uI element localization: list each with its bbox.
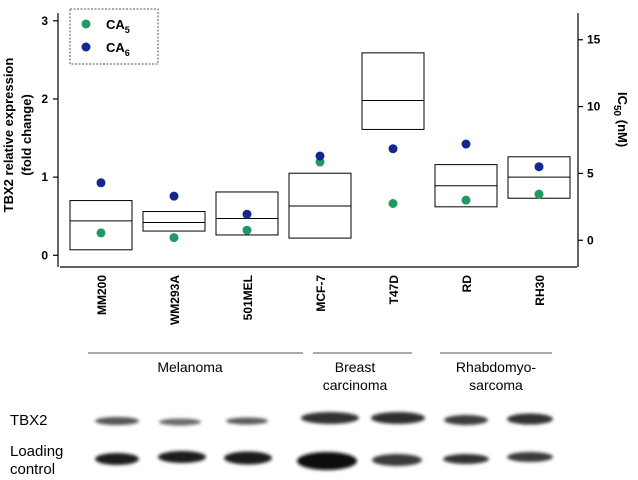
- x-label-mcf-7: MCF-7: [314, 275, 328, 312]
- tbx2-band-mcf7: [301, 412, 359, 424]
- group-label-breast-1: Breast: [335, 359, 376, 375]
- blot-label-tbx2: TBX2: [10, 412, 48, 429]
- tbx2-boxes: [69, 52, 571, 251]
- legend-label-ca5: CA5: [106, 17, 130, 35]
- point-ca6-rd: [461, 139, 471, 149]
- loading-band-rh30: [507, 452, 553, 462]
- western-blot: TBX2 Loading control: [10, 412, 553, 478]
- right-tick-label: 0: [587, 233, 594, 247]
- legend-label-ca6-base: CA: [106, 40, 125, 55]
- tbx2-band-wm293a: [159, 418, 201, 426]
- loading-control-band-row: [95, 451, 553, 470]
- tbx2-band-501mel: [226, 417, 268, 425]
- point-ca6-mcf-7: [315, 151, 325, 161]
- point-ca6-rh30: [534, 162, 544, 172]
- tbx2-band-row: [95, 412, 553, 426]
- x-label-rh30: RH30: [533, 275, 547, 306]
- point-ca5-t47d: [388, 199, 398, 208]
- cell-line-groups: Melanoma Breast carcinoma Rhabdomyo- sar…: [88, 352, 552, 393]
- right-tick-label: 5: [587, 166, 594, 180]
- legend-marker-ca5: [81, 19, 91, 29]
- point-ca6-t47d: [388, 144, 398, 154]
- left-tick-label: 1: [41, 170, 48, 184]
- loading-band-rd: [443, 454, 489, 464]
- tbx2-band-rh30: [507, 413, 553, 425]
- group-label-rhabdo-1: Rhabdomyo-: [456, 359, 536, 375]
- blot-label-loading-2: control: [10, 461, 55, 478]
- point-ca6-wm293a: [169, 191, 179, 201]
- legend-label-ca6-sub: 6: [125, 48, 130, 58]
- right-axis-title-prefix: IC: [615, 92, 630, 106]
- point-ca5-rd: [461, 195, 471, 205]
- group-label-rhabdo-2: sarcoma: [469, 377, 523, 393]
- tbx2-box-mm200: [69, 200, 133, 251]
- left-tick-label: 0: [41, 248, 48, 262]
- x-label-mm200: MM200: [95, 275, 109, 315]
- tbx2-box-501mel: [215, 191, 279, 236]
- right-axis-title-suffix: (nM): [615, 116, 630, 147]
- left-y-ticks: 0 1 2 3: [41, 14, 58, 262]
- tbx2-band-t47d: [371, 412, 425, 424]
- right-tick-label: 10: [587, 100, 601, 114]
- loading-band-wm293a: [158, 451, 206, 463]
- left-tick-label: 3: [41, 14, 48, 28]
- legend-box: [69, 8, 159, 65]
- ic50-points: [96, 139, 544, 243]
- point-ca6-mm200: [96, 178, 106, 188]
- loading-band-mcf7: [297, 452, 357, 470]
- x-label-t47d: T47D: [387, 275, 401, 305]
- right-tick-label: 15: [587, 33, 601, 47]
- chart-plot-area: 0 1 2 3 0 5 10 15 MM200 WM293A 501MEL MCF-7 T47D RD…: [1, 8, 630, 325]
- left-axis-title-line2: (fold change): [19, 94, 34, 176]
- tbx2-band-mm200: [95, 417, 139, 425]
- legend-label-ca5-sub: 5: [125, 25, 130, 35]
- loading-band-501mel: [224, 451, 272, 465]
- tbx2-box-wm293a: [142, 211, 206, 232]
- point-ca5-501mel: [242, 225, 252, 235]
- x-label-rd: RD: [460, 275, 474, 293]
- group-label-melanoma: Melanoma: [157, 359, 223, 375]
- left-axis-title-line1: TBX2 relative expression: [1, 58, 16, 213]
- legend-label-ca6: CA6: [106, 40, 130, 58]
- point-ca6-501mel: [242, 209, 252, 219]
- loading-band-t47d: [372, 454, 422, 466]
- right-y-ticks: 0 5 10 15: [578, 33, 601, 247]
- x-label-501mel: 501MEL: [241, 275, 255, 320]
- legend-marker-ca6: [81, 42, 91, 52]
- x-label-wm293a: WM293A: [168, 275, 182, 325]
- left-tick-label: 2: [41, 92, 48, 106]
- tbx2-box-t47d: [361, 52, 425, 130]
- loading-band-mm200: [95, 453, 139, 465]
- x-category-labels: MM200 WM293A 501MEL MCF-7 T47D RD RH30: [95, 275, 547, 325]
- point-ca5-mm200: [96, 228, 106, 238]
- right-axis-title: IC50 (nM): [611, 92, 630, 147]
- tbx2-band-rd: [444, 415, 488, 425]
- group-label-breast-2: carcinoma: [323, 377, 388, 393]
- point-ca5-rh30: [534, 189, 544, 199]
- blot-label-loading-1: Loading: [10, 443, 63, 460]
- right-axis-title-sub: 50: [611, 105, 622, 117]
- legend: CA5 CA6: [69, 8, 159, 65]
- point-ca5-wm293a: [169, 233, 179, 243]
- legend-label-ca5-base: CA: [106, 17, 125, 32]
